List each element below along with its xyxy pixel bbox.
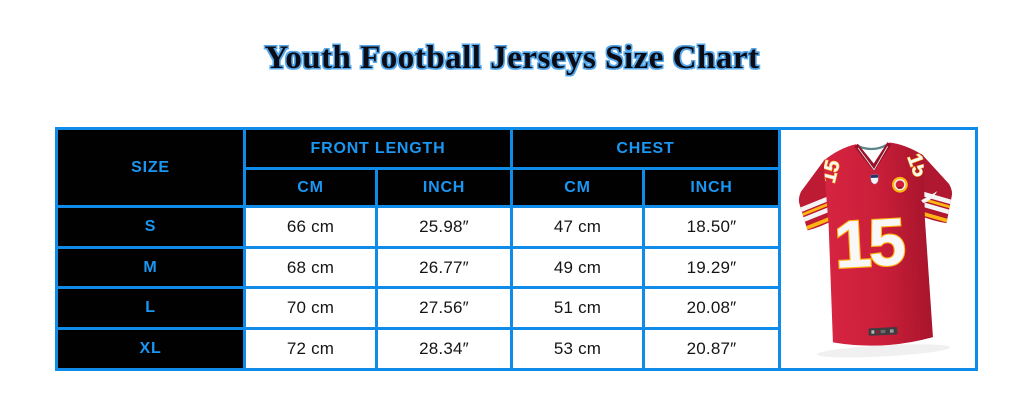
collar-back-trim bbox=[857, 143, 889, 151]
size-label: S bbox=[55, 205, 246, 249]
front-length-cm-value: 70 cm bbox=[243, 286, 378, 330]
chest-cm-value: 53 cm bbox=[510, 327, 645, 371]
football-jersey-illustration: 15 15 15 bbox=[796, 142, 954, 358]
chest-inch-header: INCH bbox=[642, 167, 781, 208]
jersey-shadow bbox=[816, 344, 951, 358]
chest-cm-header: CM bbox=[510, 167, 645, 208]
front-length-cm-header: CM bbox=[243, 167, 378, 208]
table-row-size-s: S 66 cm 25.98″ 47 cm 18.50″ bbox=[55, 205, 977, 249]
front-length-cm-value: 66 cm bbox=[243, 205, 378, 249]
jersey-chest-number: 15 bbox=[832, 205, 906, 283]
jock-tag bbox=[868, 326, 898, 336]
size-label: L bbox=[55, 286, 246, 330]
size-chart-table: SIZE FRONT LENGTH CHEST bbox=[55, 127, 978, 371]
chest-group-header: CHEST bbox=[510, 127, 781, 170]
table-row-size-m: M 68 cm 26.77″ 49 cm 19.29″ bbox=[55, 246, 977, 289]
jersey-product-image: 15 15 15 bbox=[781, 131, 975, 368]
table-row-size-xl: XL 72 cm 28.34″ 53 cm 20.87″ bbox=[55, 327, 977, 371]
front-length-inch-value: 27.56″ bbox=[375, 286, 513, 330]
front-length-group-header: FRONT LENGTH bbox=[243, 127, 513, 170]
collar-piping bbox=[857, 146, 889, 171]
chest-inch-value: 19.29″ bbox=[642, 246, 781, 289]
chest-cm-value: 51 cm bbox=[510, 286, 645, 330]
swoosh-logo bbox=[921, 191, 938, 203]
front-length-inch-value: 28.34″ bbox=[375, 327, 513, 371]
size-label: M bbox=[55, 246, 246, 289]
front-length-inch-value: 25.98″ bbox=[375, 205, 513, 249]
page-title: Youth Football Jerseys Size Chart bbox=[264, 40, 760, 76]
chest-inch-value: 20.87″ bbox=[642, 327, 781, 371]
team-patch-logo bbox=[892, 176, 908, 193]
table-row-size-l: L 70 cm 27.56″ 51 cm 20.08″ bbox=[55, 286, 977, 330]
front-length-cm-value: 72 cm bbox=[243, 327, 378, 371]
jersey-torso bbox=[823, 142, 933, 346]
front-length-inch-header: INCH bbox=[375, 167, 513, 208]
chest-cm-value: 47 cm bbox=[510, 205, 645, 249]
jersey-image-cell: 15 15 15 bbox=[778, 127, 978, 371]
size-column-header: SIZE bbox=[55, 127, 246, 208]
size-label: XL bbox=[55, 327, 246, 371]
chest-inch-value: 20.08″ bbox=[642, 286, 781, 330]
jersey-left-shoulder-number: 15 bbox=[818, 158, 845, 185]
front-length-cm-value: 68 cm bbox=[243, 246, 378, 289]
front-length-inch-value: 26.77″ bbox=[375, 246, 513, 289]
nfl-shield-logo bbox=[870, 174, 879, 185]
chest-cm-value: 49 cm bbox=[510, 246, 645, 289]
chest-inch-value: 18.50″ bbox=[642, 205, 781, 249]
